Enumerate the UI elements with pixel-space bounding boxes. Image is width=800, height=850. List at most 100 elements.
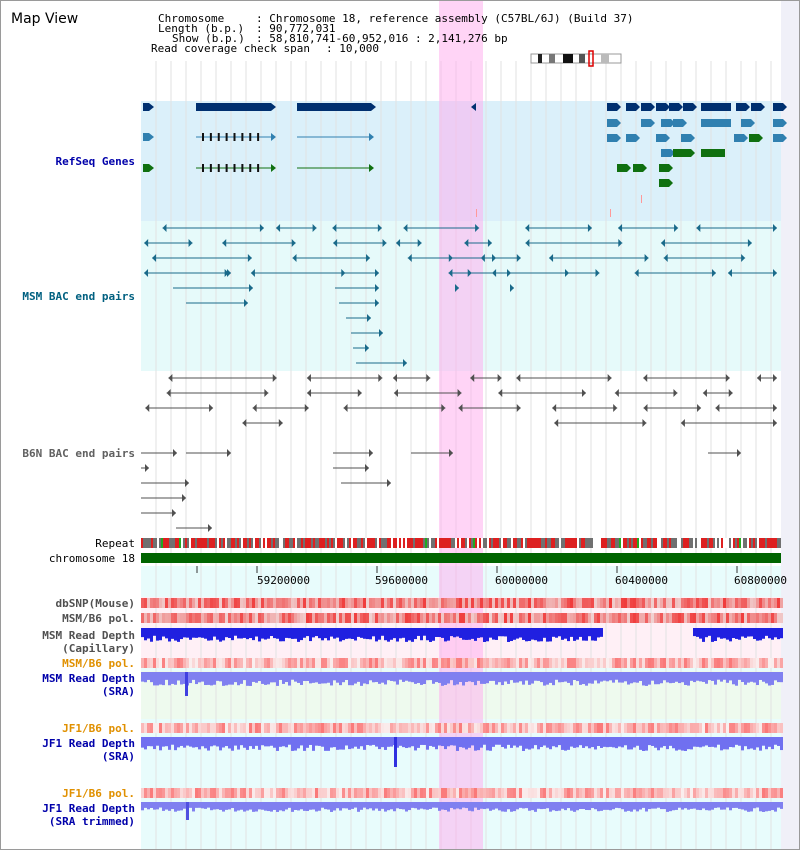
polymorphism-cell: [678, 658, 681, 668]
polymorphism-cell: [312, 613, 315, 623]
read-depth-bar: [609, 672, 612, 681]
polymorphism-cell: [597, 723, 600, 733]
repeat-segment: [395, 538, 397, 548]
repeat-segment: [517, 538, 519, 548]
repeat-segment: [357, 538, 359, 548]
track-label-jf1-depth-trimmed[interactable]: JF1 Read Depth: [42, 802, 135, 815]
polymorphism-cell: [234, 613, 237, 623]
read-depth-bar: [231, 802, 234, 809]
read-depth-bar: [516, 802, 519, 810]
repeat-segment: [763, 538, 765, 548]
polymorphism-cell: [429, 658, 432, 668]
polymorphism-cell: [438, 658, 441, 668]
track-label-msm-depth-capillary[interactable]: MSM Read Depth: [42, 629, 135, 642]
polymorphism-cell: [336, 788, 339, 798]
read-depth-bar: [471, 737, 474, 746]
read-depth-bar: [603, 672, 606, 681]
read-depth-bar: [189, 628, 192, 640]
polymorphism-cell: [552, 723, 555, 733]
track-label-b6n-bac[interactable]: B6N BAC end pairs: [22, 447, 135, 460]
msm-bac-end-left: [464, 239, 469, 247]
read-depth-bar: [201, 672, 204, 682]
msm-bac-end-right: [227, 269, 231, 277]
repeat-segment: [195, 538, 197, 548]
track-label-msm-b6-pol-sra[interactable]: MSM/B6 pol.: [62, 657, 135, 670]
read-depth-bar: [408, 628, 411, 641]
polymorphism-cell: [288, 788, 291, 798]
read-depth-bar: [240, 672, 243, 684]
polymorphism-cell: [729, 723, 732, 733]
polymorphism-cell: [318, 598, 321, 608]
read-depth-bar: [387, 628, 390, 642]
polymorphism-cell: [264, 788, 267, 798]
polymorphism-cell: [585, 723, 588, 733]
polymorphism-cell: [495, 788, 498, 798]
repeat-segment: [769, 538, 771, 548]
polymorphism-cell: [315, 598, 318, 608]
polymorphism-cell: [630, 598, 633, 608]
polymorphism-cell: [159, 613, 162, 623]
polymorphism-cell: [264, 598, 267, 608]
gene-arrow: [149, 133, 154, 141]
read-depth-bar: [720, 672, 723, 682]
polymorphism-cell: [405, 723, 408, 733]
polymorphism-cell: [240, 613, 243, 623]
track-label-msm-bac[interactable]: MSM BAC end pairs: [22, 290, 135, 303]
track-label-dbsnp[interactable]: dbSNP(Mouse): [55, 597, 135, 610]
polymorphism-cell: [171, 723, 174, 733]
read-depth-bar: [483, 802, 486, 810]
read-depth-bar: [591, 628, 594, 641]
track-label-refseq[interactable]: RefSeq Genes: [55, 155, 135, 168]
polymorphism-cell: [417, 788, 420, 798]
track-label-msm-depth-sra[interactable]: MSM Read Depth: [42, 672, 135, 685]
read-depth-bar: [399, 672, 402, 680]
read-depth-bar: [735, 802, 738, 808]
read-depth-bar: [510, 737, 513, 748]
read-depth-bar: [468, 672, 471, 682]
polymorphism-cell: [300, 788, 303, 798]
polymorphism-cell: [597, 598, 600, 608]
polymorphism-cell: [630, 658, 633, 668]
polymorphism-cell: [489, 788, 492, 798]
read-depth-bar: [648, 672, 651, 685]
polymorphism-cell: [399, 788, 402, 798]
track-label-jf1-b6-pol-sra[interactable]: JF1/B6 pol.: [62, 722, 135, 735]
polymorphism-cell: [639, 723, 642, 733]
track-label-jf1-depth-sra[interactable]: JF1 Read Depth: [42, 737, 135, 750]
read-depth-bar: [411, 802, 414, 808]
read-depth-bar: [753, 628, 756, 640]
repeat-segment: [707, 538, 709, 548]
read-depth-bar: [279, 672, 282, 680]
read-depth-bar: [528, 737, 531, 750]
polymorphism-cell: [600, 613, 603, 623]
read-depth-bar: [639, 802, 642, 810]
polymorphism-cell: [204, 658, 207, 668]
read-depth-bar: [615, 802, 618, 808]
polymorphism-cell: [378, 613, 381, 623]
polymorphism-cell: [714, 613, 717, 623]
repeat-segment: [617, 538, 619, 548]
polymorphism-cell: [408, 723, 411, 733]
polymorphism-cell: [513, 658, 516, 668]
polymorphism-cell: [411, 658, 414, 668]
polymorphism-cell: [246, 658, 249, 668]
read-depth-bar: [264, 737, 267, 747]
track-label-jf1-b6-pol-trimmed[interactable]: JF1/B6 pol.: [62, 787, 135, 800]
b6n-bac-end-right: [378, 374, 383, 382]
read-depth-bar: [522, 802, 525, 809]
repeat-segment: [407, 538, 409, 548]
read-depth-bar: [390, 802, 393, 810]
polymorphism-cell: [303, 613, 306, 623]
polymorphism-cell: [531, 658, 534, 668]
repeat-segment: [263, 538, 265, 548]
msm-bac-end-right: [516, 254, 521, 262]
read-depth-bar: [627, 802, 630, 811]
read-depth-bar: [519, 802, 522, 808]
polymorphism-cell: [660, 723, 663, 733]
repeat-segment: [675, 538, 677, 548]
polymorphism-cell: [666, 598, 669, 608]
read-depth-bar: [576, 628, 579, 640]
track-label-msm-b6-pol-capillary[interactable]: MSM/B6 pol.: [62, 612, 135, 625]
read-depth-bar: [237, 672, 240, 686]
